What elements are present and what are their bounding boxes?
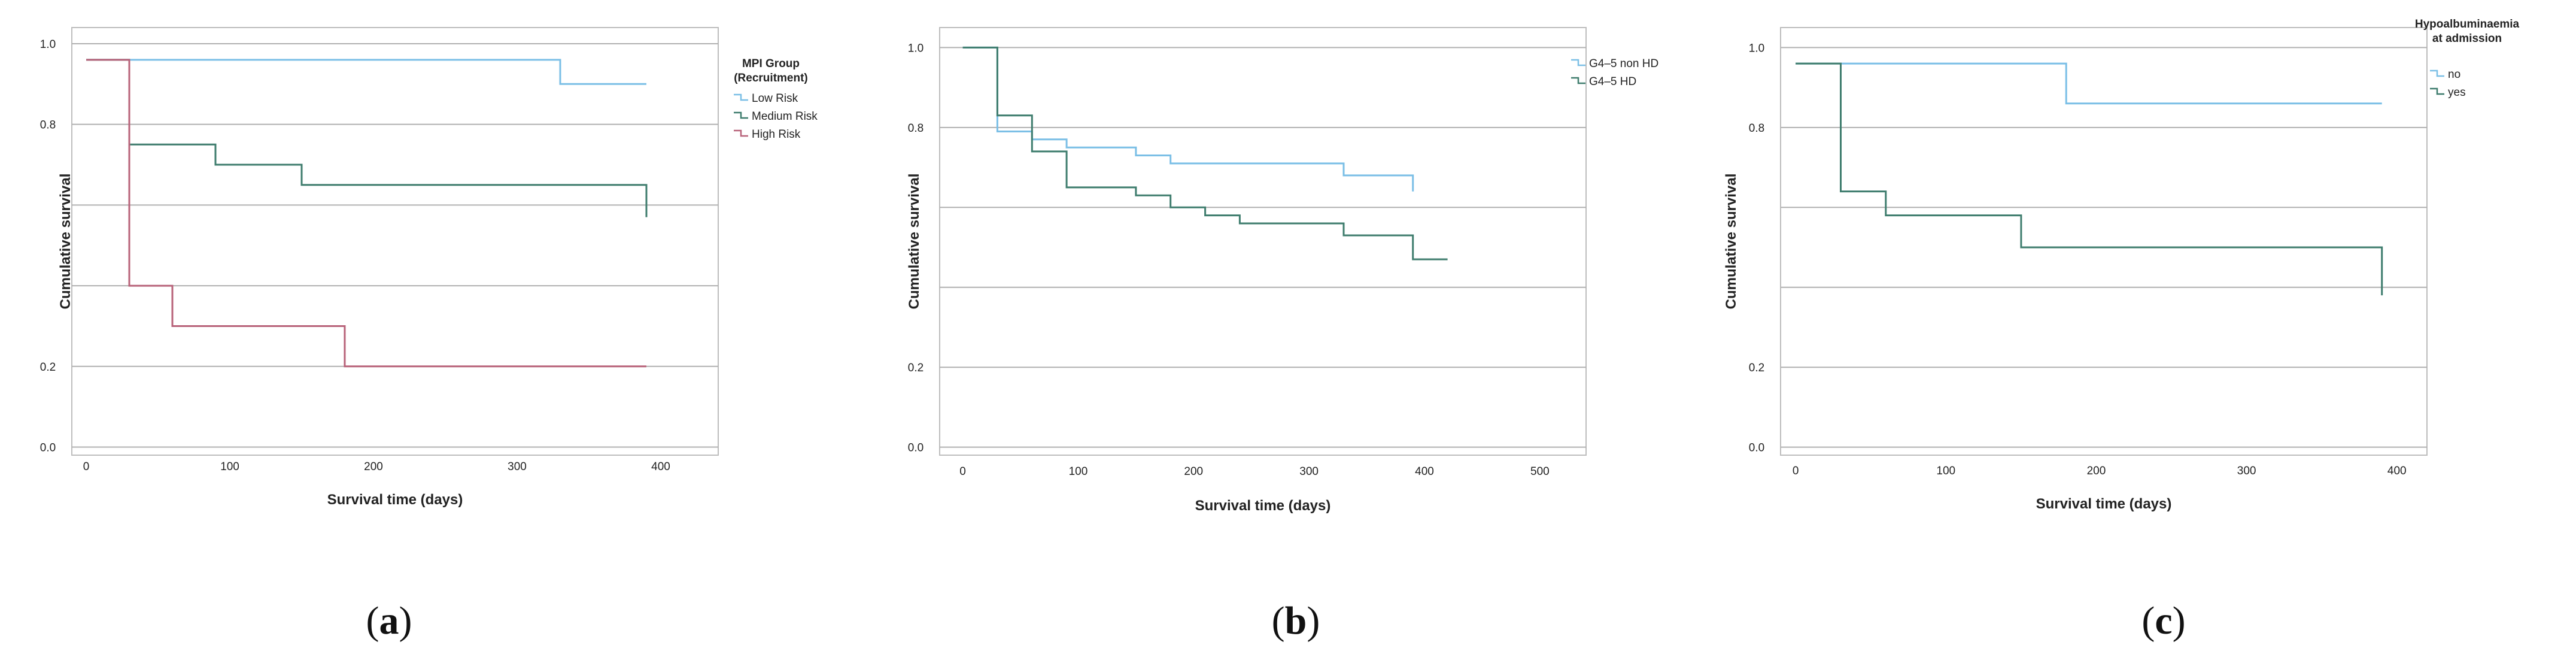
x-tick-label: 500	[1530, 465, 1550, 478]
series-line-1	[962, 46, 1448, 261]
y-tick-label: 1.0	[40, 38, 56, 51]
plot-frame	[939, 27, 1587, 456]
y-axis-label: Cumulative survival	[906, 174, 922, 310]
legend-swatch	[1571, 77, 1585, 84]
legend-item-label: no	[2448, 68, 2460, 81]
x-tick-label: 0	[1793, 465, 1799, 477]
x-tick-label: 100	[1936, 465, 1955, 477]
chart-panel-a: 0.0 0.2 0.8 1.0 0 100 200 300 400 Survival time (…	[40, 27, 818, 508]
y-tick-label: 0.2	[40, 361, 56, 374]
x-tick-label: 100	[1069, 465, 1088, 478]
legend-item-label: yes	[2448, 86, 2466, 99]
series-line-1	[1796, 62, 2383, 296]
legend-swatch	[2430, 87, 2444, 95]
legend-item-label: G4–5 HD	[1589, 75, 1636, 88]
x-tick-label: 200	[1184, 465, 1203, 478]
caption-c: (c)	[2141, 599, 2185, 643]
y-axis-label: Cumulative survival	[1723, 174, 1739, 310]
y-tick-label: 0.0	[1749, 442, 1764, 455]
chart-panel-c: 0.0 0.2 0.8 1.0 0 100 200 300 400 Survival time (…	[1723, 18, 2520, 512]
legend-title: at admission	[2432, 32, 2502, 45]
x-axis-label: Survival time (days)	[1195, 498, 1331, 514]
legend-item-label: G4–5 non HD	[1589, 57, 1658, 70]
series-line-0	[86, 59, 646, 85]
x-tick-label: 400	[1415, 465, 1434, 478]
y-tick-label: 0.8	[1749, 122, 1764, 135]
y-tick-label: 0.2	[1749, 362, 1764, 374]
x-tick-label: 300	[1299, 465, 1319, 478]
legend-swatch	[734, 129, 748, 137]
x-tick-label: 0	[959, 465, 966, 478]
plot-frame	[1780, 27, 2428, 456]
legend-title: Hypoalbuminaemia	[2415, 18, 2520, 31]
legend-swatch	[2430, 69, 2444, 77]
series-line-0	[962, 46, 1414, 192]
x-tick-label: 400	[651, 461, 670, 473]
x-tick-label: 400	[2387, 465, 2407, 477]
caption-a: (a)	[366, 599, 412, 643]
y-tick-label: 1.0	[908, 42, 924, 54]
y-axis-label: Cumulative survival	[57, 174, 74, 310]
y-tick-label: 1.0	[1749, 42, 1764, 54]
y-tick-label: 0.8	[908, 122, 924, 135]
plot-frame	[71, 27, 719, 456]
x-tick-label: 300	[508, 461, 527, 473]
x-tick-label: 200	[2087, 465, 2106, 477]
y-tick-label: 0.8	[40, 119, 56, 132]
legend-swatch	[1571, 59, 1585, 66]
legend-title: (Recruitment)	[734, 72, 808, 84]
x-axis-label: Survival time (days)	[2036, 496, 2172, 512]
legend-swatch	[734, 111, 748, 119]
caption-b: (b)	[1272, 599, 1320, 643]
y-tick-label: 0.0	[40, 442, 56, 455]
legend-item-label: Medium Risk	[752, 110, 818, 123]
series-line-0	[1796, 62, 2382, 105]
x-axis-label: Survival time (days)	[327, 492, 463, 508]
chart-panel-b: 0.0 0.2 0.8 1.0 0 100 200 300 400 500 Survival tim…	[906, 27, 1658, 514]
y-tick-label: 0.0	[908, 442, 924, 455]
legend-item-label: High Risk	[752, 128, 801, 141]
legend-swatch	[734, 93, 748, 101]
y-tick-label: 0.2	[908, 362, 924, 374]
x-tick-label: 100	[220, 461, 239, 473]
x-tick-label: 0	[83, 461, 90, 473]
x-tick-label: 300	[2237, 465, 2256, 477]
legend-title: MPI Group	[742, 57, 800, 70]
series-line-2	[86, 59, 646, 368]
legend-item-label: Low Risk	[752, 92, 798, 105]
x-tick-label: 200	[364, 461, 383, 473]
